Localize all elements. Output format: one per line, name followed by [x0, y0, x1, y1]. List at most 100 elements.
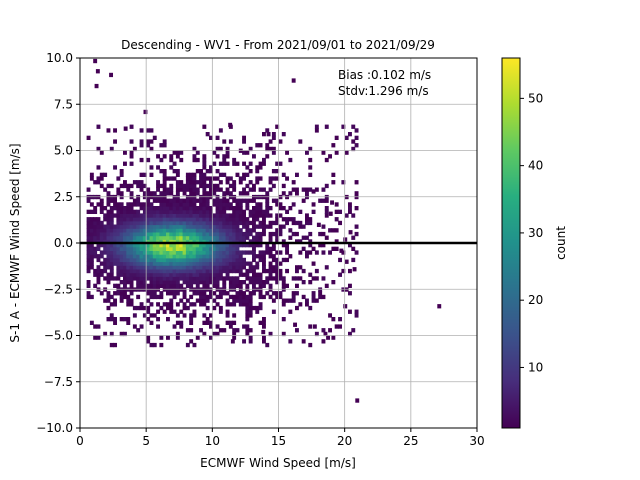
heatmap-cell — [228, 139, 233, 144]
heatmap-cell — [93, 239, 98, 244]
heatmap-cell — [248, 198, 253, 203]
heatmap-cell — [159, 239, 164, 244]
heatmap-cell — [232, 224, 237, 229]
heatmap-cell — [268, 331, 273, 337]
heatmap-cell — [142, 231, 147, 237]
heatmap-cell — [271, 291, 276, 296]
heatmap-cell — [185, 265, 190, 270]
heatmap-cell — [156, 324, 161, 329]
heatmap-outlier-cell — [95, 69, 100, 74]
heatmap-cell — [232, 239, 237, 244]
heatmap-cell — [152, 313, 157, 318]
heatmap-cell — [139, 324, 144, 329]
heatmap-cell — [298, 220, 303, 226]
heatmap-cell — [113, 228, 118, 233]
heatmap-cell — [156, 220, 161, 226]
heatmap-outlier-cell — [261, 329, 266, 335]
heatmap-cell — [331, 228, 336, 233]
heatmap-cell — [175, 250, 180, 255]
heatmap-cell — [218, 224, 223, 229]
heatmap-cell — [182, 268, 187, 274]
heatmap-cell — [146, 209, 151, 214]
heatmap-cell — [189, 239, 194, 244]
heatmap-cell — [248, 220, 253, 226]
heatmap-cell — [132, 146, 137, 152]
heatmap-cell — [218, 206, 223, 211]
heatmap-cell — [218, 246, 223, 251]
heatmap-cell — [248, 239, 253, 244]
heatmap-cell — [119, 206, 124, 211]
heatmap-cell — [119, 217, 124, 222]
heatmap-cell — [129, 217, 134, 222]
heatmap-cell — [162, 209, 167, 214]
heatmap-cell — [123, 317, 127, 322]
heatmap-cell — [295, 305, 299, 311]
heatmap-cell — [189, 313, 194, 318]
heatmap-cell — [354, 250, 359, 255]
heatmap-cell — [123, 235, 127, 240]
heatmap-cell — [212, 213, 217, 218]
heatmap-cell — [146, 235, 151, 240]
heatmap-cell — [285, 250, 290, 255]
heatmap-cell — [136, 261, 141, 266]
heatmap-cell — [212, 228, 217, 233]
heatmap-cell — [116, 224, 121, 229]
heatmap-cell — [225, 154, 230, 159]
heatmap-cell — [212, 161, 217, 166]
heatmap-cell — [146, 231, 151, 237]
heatmap-cell — [348, 331, 352, 337]
heatmap-cell — [99, 268, 104, 274]
heatmap-cell — [238, 302, 243, 307]
heatmap-cell — [142, 228, 147, 233]
heatmap-cell — [262, 317, 266, 322]
heatmap-cell — [248, 250, 253, 255]
heatmap-cell — [298, 224, 303, 229]
heatmap-cell — [162, 261, 167, 266]
heatmap-cell — [252, 224, 256, 229]
heatmap-cell — [314, 331, 319, 337]
heatmap-cell — [248, 180, 253, 185]
heatmap-cell — [195, 187, 200, 192]
heatmap-cell — [202, 261, 207, 266]
heatmap-cell — [278, 213, 283, 218]
heatmap-cell — [228, 268, 233, 274]
heatmap-cell — [172, 220, 177, 226]
heatmap-cell — [199, 169, 204, 174]
heatmap-cell — [169, 283, 174, 288]
heatmap-cell — [218, 254, 223, 259]
heatmap-cell — [202, 154, 207, 159]
heatmap-cell — [129, 250, 134, 255]
heatmap-cell — [195, 224, 200, 229]
heatmap-cell — [175, 187, 180, 192]
heatmap-cell — [281, 298, 286, 303]
heatmap-cell — [228, 276, 233, 281]
heatmap-cell — [262, 257, 266, 263]
heatmap-cell — [298, 239, 303, 244]
heatmap-cell — [89, 265, 94, 270]
heatmap-cell — [321, 198, 326, 203]
heatmap-cell — [116, 228, 121, 233]
heatmap-cell — [169, 309, 174, 314]
heatmap-cell — [172, 283, 177, 288]
heatmap-cell — [228, 213, 233, 218]
heatmap-cell — [156, 254, 161, 259]
heatmap-cell — [156, 187, 161, 192]
heatmap-cell — [152, 198, 157, 203]
heatmap-cell — [225, 213, 230, 218]
heatmap-cell — [113, 239, 118, 244]
heatmap-cell — [179, 257, 184, 263]
heatmap-cell — [159, 228, 164, 233]
heatmap-cell — [132, 217, 137, 222]
heatmap-cell — [119, 280, 124, 285]
heatmap-cell — [96, 235, 101, 240]
heatmap-cell — [318, 231, 323, 237]
heatmap-cell — [109, 294, 114, 300]
colorbar — [501, 57, 521, 429]
heatmap-cell — [209, 183, 213, 189]
heatmap-cell — [136, 235, 141, 240]
heatmap-cell — [192, 187, 197, 192]
heatmap-cell — [199, 183, 204, 189]
heatmap-cell — [331, 180, 336, 185]
heatmap-cell — [308, 305, 313, 311]
heatmap-cell — [232, 328, 237, 333]
